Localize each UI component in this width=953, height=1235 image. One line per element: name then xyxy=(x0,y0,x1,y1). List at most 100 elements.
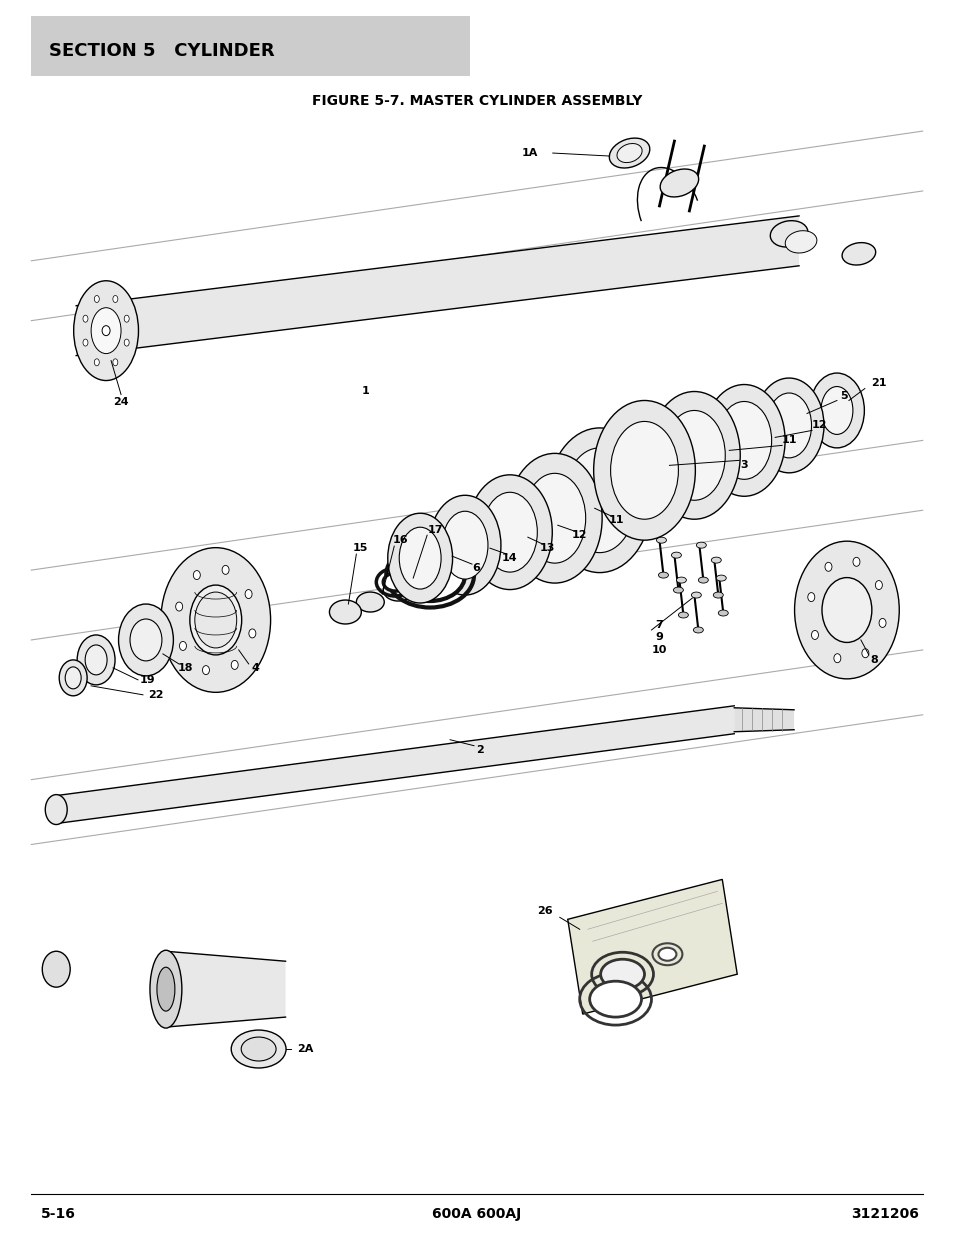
Ellipse shape xyxy=(83,340,88,346)
Polygon shape xyxy=(166,951,285,1028)
Ellipse shape xyxy=(94,359,99,366)
Ellipse shape xyxy=(656,537,666,543)
Text: 16: 16 xyxy=(392,535,408,545)
Ellipse shape xyxy=(648,391,740,519)
Ellipse shape xyxy=(600,960,644,989)
Ellipse shape xyxy=(112,359,118,366)
Ellipse shape xyxy=(716,401,771,479)
Ellipse shape xyxy=(824,562,831,572)
Ellipse shape xyxy=(395,550,464,601)
Ellipse shape xyxy=(691,592,700,598)
Ellipse shape xyxy=(609,138,649,168)
Ellipse shape xyxy=(841,242,875,266)
Ellipse shape xyxy=(42,951,71,987)
Ellipse shape xyxy=(878,619,885,627)
Polygon shape xyxy=(567,879,737,1014)
Text: 24: 24 xyxy=(113,398,129,408)
Text: 1A: 1A xyxy=(521,148,537,158)
Text: 18: 18 xyxy=(178,663,193,673)
Ellipse shape xyxy=(398,527,440,589)
Ellipse shape xyxy=(383,573,407,592)
Ellipse shape xyxy=(658,572,668,578)
Text: 600A 600AJ: 600A 600AJ xyxy=(432,1207,521,1220)
Ellipse shape xyxy=(194,592,236,648)
Ellipse shape xyxy=(202,666,210,674)
Ellipse shape xyxy=(861,648,868,658)
Ellipse shape xyxy=(83,315,88,322)
Ellipse shape xyxy=(179,641,186,651)
Ellipse shape xyxy=(231,661,238,669)
Ellipse shape xyxy=(693,627,702,634)
Ellipse shape xyxy=(193,571,200,579)
Ellipse shape xyxy=(222,566,229,574)
FancyBboxPatch shape xyxy=(31,16,470,77)
Ellipse shape xyxy=(821,387,852,435)
Text: 2A: 2A xyxy=(297,1044,314,1053)
Ellipse shape xyxy=(698,577,707,583)
Text: 11: 11 xyxy=(608,515,623,525)
Ellipse shape xyxy=(617,143,641,163)
Ellipse shape xyxy=(85,645,107,674)
Ellipse shape xyxy=(754,378,823,473)
Ellipse shape xyxy=(112,295,118,303)
Ellipse shape xyxy=(716,576,725,582)
Ellipse shape xyxy=(593,400,695,540)
Ellipse shape xyxy=(547,427,651,573)
Text: 15: 15 xyxy=(353,543,368,553)
Ellipse shape xyxy=(507,453,601,583)
Ellipse shape xyxy=(784,231,816,253)
Ellipse shape xyxy=(711,557,720,563)
Ellipse shape xyxy=(77,635,115,685)
Ellipse shape xyxy=(387,514,452,603)
Text: 5: 5 xyxy=(840,390,847,400)
Ellipse shape xyxy=(659,169,698,196)
Text: 7: 7 xyxy=(655,620,662,630)
Polygon shape xyxy=(734,708,793,732)
Ellipse shape xyxy=(241,1037,275,1061)
Ellipse shape xyxy=(150,950,182,1028)
Text: 21: 21 xyxy=(870,378,885,388)
Ellipse shape xyxy=(678,613,688,618)
Ellipse shape xyxy=(231,1030,286,1068)
Ellipse shape xyxy=(441,511,487,579)
Ellipse shape xyxy=(356,592,384,613)
Ellipse shape xyxy=(130,619,162,661)
Text: 8: 8 xyxy=(869,655,877,664)
Ellipse shape xyxy=(658,947,676,961)
Ellipse shape xyxy=(157,967,174,1011)
Text: 9: 9 xyxy=(655,632,662,642)
Ellipse shape xyxy=(245,589,252,599)
Text: 6: 6 xyxy=(472,563,479,573)
Ellipse shape xyxy=(523,473,585,563)
Text: 17: 17 xyxy=(427,525,442,535)
Ellipse shape xyxy=(811,631,818,640)
Ellipse shape xyxy=(102,326,110,336)
Text: 22: 22 xyxy=(148,690,164,700)
Ellipse shape xyxy=(65,667,81,689)
Ellipse shape xyxy=(852,557,859,567)
Polygon shape xyxy=(76,216,799,356)
Ellipse shape xyxy=(329,600,361,624)
Ellipse shape xyxy=(589,981,640,1018)
Ellipse shape xyxy=(429,495,500,595)
Ellipse shape xyxy=(718,610,727,616)
Text: 4: 4 xyxy=(252,663,259,673)
Text: 12: 12 xyxy=(810,420,826,431)
Text: 3121206: 3121206 xyxy=(850,1207,918,1220)
Text: 2: 2 xyxy=(476,745,483,755)
Ellipse shape xyxy=(249,629,255,638)
Ellipse shape xyxy=(702,384,784,496)
Text: 5-16: 5-16 xyxy=(41,1207,76,1220)
Ellipse shape xyxy=(769,221,807,247)
Ellipse shape xyxy=(673,587,682,593)
Ellipse shape xyxy=(94,295,99,303)
Ellipse shape xyxy=(563,448,635,552)
Text: 26: 26 xyxy=(537,906,552,916)
Ellipse shape xyxy=(124,315,129,322)
Text: SECTION 5   CYLINDER: SECTION 5 CYLINDER xyxy=(50,42,274,61)
Ellipse shape xyxy=(118,604,173,676)
Polygon shape xyxy=(56,705,734,824)
Text: 3: 3 xyxy=(740,461,747,471)
Ellipse shape xyxy=(671,552,680,558)
Ellipse shape xyxy=(124,340,129,346)
